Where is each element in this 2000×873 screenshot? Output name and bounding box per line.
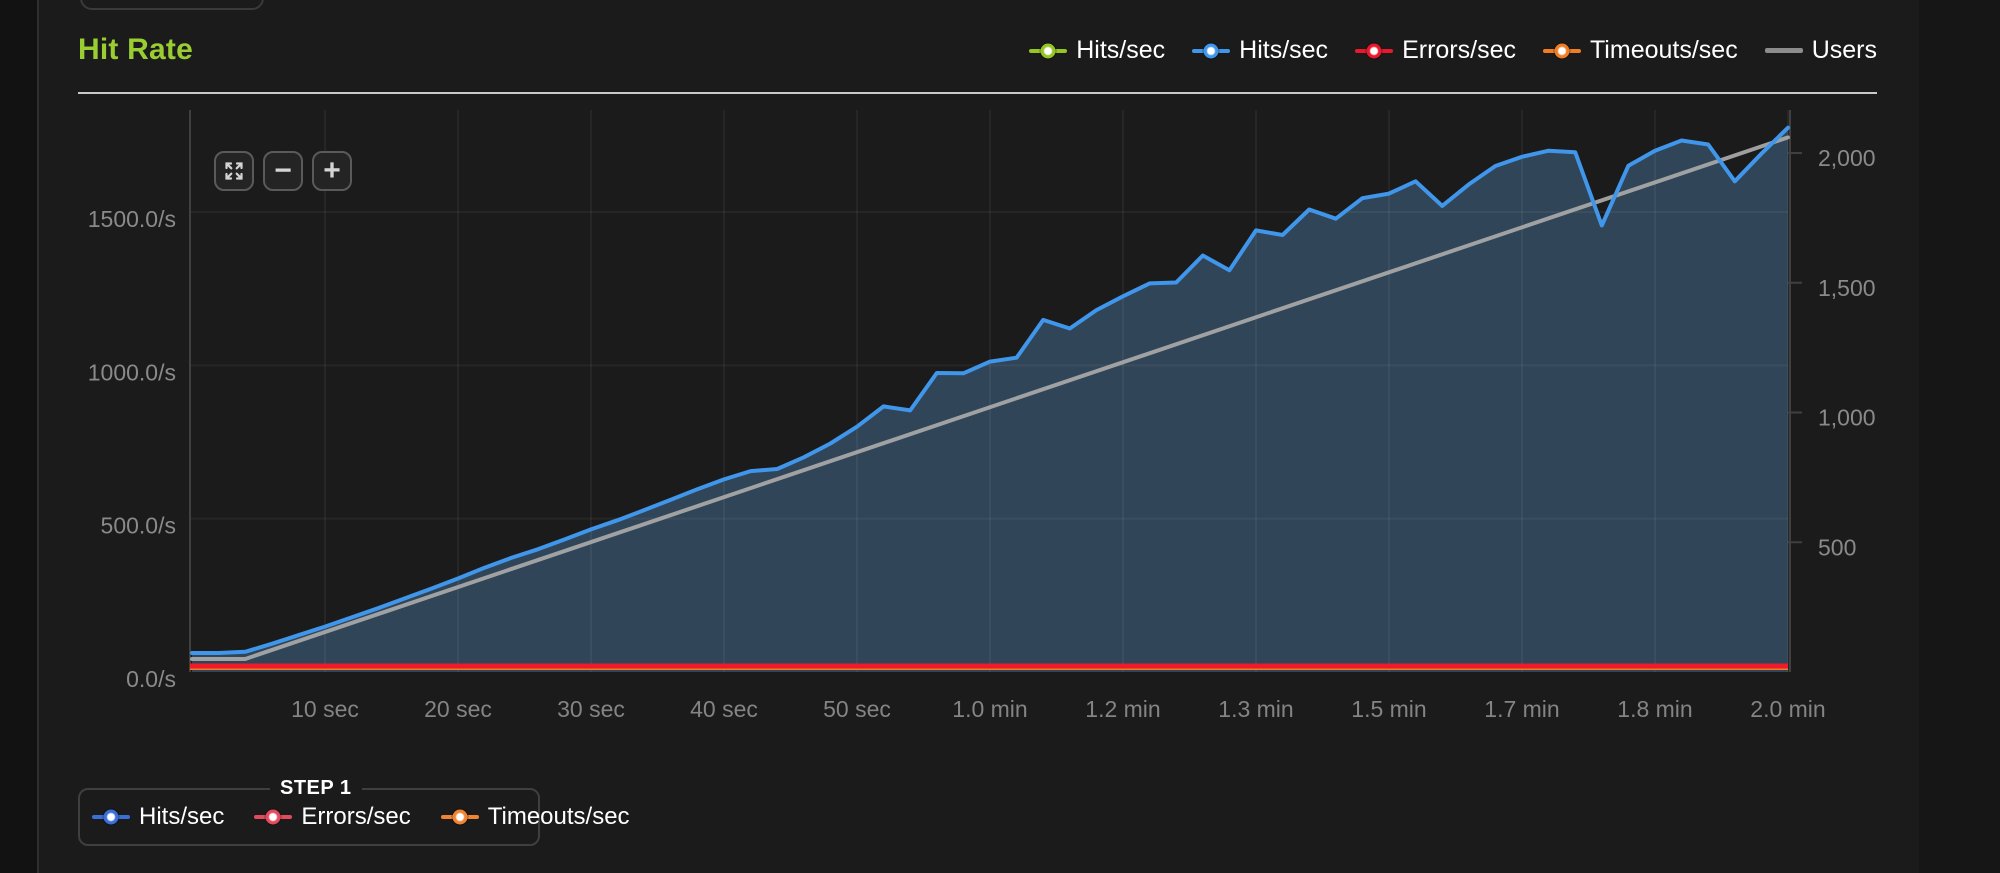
legend-label: Hits/sec xyxy=(1239,36,1329,64)
left-panel-edge xyxy=(0,0,39,873)
x-tick-label: 1.7 min xyxy=(1484,696,1559,722)
chart-title: Hit Rate xyxy=(78,33,193,66)
x-tick-label: 1.2 min xyxy=(1085,696,1160,722)
chart-zoom-controls: − + xyxy=(214,151,352,191)
zoom-out-button[interactable]: − xyxy=(263,151,303,191)
hit-rate-card xyxy=(39,0,1919,873)
x-tick-label: 1.0 min xyxy=(952,696,1027,722)
legend-item-timeouts-sec[interactable]: Timeouts/sec xyxy=(440,803,630,831)
hits-area-fill xyxy=(192,127,1788,672)
x-tick-label: 40 sec xyxy=(690,696,758,722)
plus-icon: + xyxy=(323,154,341,187)
header-divider xyxy=(78,92,1877,94)
x-tick-label: 30 sec xyxy=(557,696,625,722)
legend-label: Hits/sec xyxy=(1076,36,1166,64)
x-tick-label: 20 sec xyxy=(424,696,492,722)
step-legend-items: Hits/sec Errors/sec Timeouts/sec xyxy=(80,790,630,844)
legend-item-users[interactable]: Users xyxy=(1764,36,1877,65)
legend-item-errors-sec[interactable]: Errors/sec xyxy=(1355,36,1516,65)
minus-icon: − xyxy=(274,154,292,187)
y-left-tick-label: 500.0/s xyxy=(101,513,176,539)
legend-label: Users xyxy=(1811,36,1877,64)
y-left-tick-label: 1500.0/s xyxy=(88,206,176,232)
chart-plot-area[interactable] xyxy=(190,110,1788,672)
legend-item-errors-sec[interactable]: Errors/sec xyxy=(254,803,411,831)
legend-item-hits-sec[interactable]: Hits/sec xyxy=(1029,36,1165,65)
y-right-tick-label: 1,500 xyxy=(1818,275,1876,301)
y-right-tick-label: 500 xyxy=(1818,534,1856,560)
series-marker-icon xyxy=(92,809,130,825)
series-marker-icon xyxy=(440,809,479,825)
chart-legend: Hits/sec Hits/sec Errors/sec Timeouts/se… xyxy=(1029,36,1877,65)
y-right-tick-label: 2,000 xyxy=(1818,145,1876,171)
step-1-legend-panel: STEP 1 Hits/sec Errors/sec Timeouts/sec xyxy=(78,777,630,846)
series-marker-icon xyxy=(1029,43,1068,59)
x-tick-label: 1.8 min xyxy=(1617,696,1692,722)
legend-label: Timeouts/sec xyxy=(1589,36,1738,64)
x-tick-label: 1.3 min xyxy=(1218,696,1293,722)
legend-label: Hits/sec xyxy=(139,803,225,830)
y-left-tick-label: 0.0/s xyxy=(126,666,176,692)
x-tick-label: 10 sec xyxy=(291,696,359,722)
step-panel-title: STEP 1 xyxy=(270,777,362,800)
legend-label: Errors/sec xyxy=(301,803,411,830)
series-marker-icon xyxy=(1192,43,1231,59)
x-tick-label: 1.5 min xyxy=(1351,696,1426,722)
users-line xyxy=(190,135,1790,661)
y-left-tick-label: 1000.0/s xyxy=(88,359,176,385)
legend-label: Timeouts/sec xyxy=(487,803,630,830)
legend-item-hits-sec[interactable]: Hits/sec xyxy=(92,803,224,831)
x-tick-label: 50 sec xyxy=(823,696,891,722)
expand-arrows-icon xyxy=(223,160,245,182)
zoom-in-button[interactable]: + xyxy=(312,151,352,191)
legend-item-hits-sec[interactable]: Hits/sec xyxy=(1192,36,1328,65)
series-marker-icon xyxy=(254,809,293,825)
hits-line xyxy=(190,125,1790,655)
legend-item-timeouts-sec[interactable]: Timeouts/sec xyxy=(1542,36,1738,65)
series-marker-icon xyxy=(1542,43,1581,59)
legend-label: Errors/sec xyxy=(1402,36,1516,64)
x-tick-label: 2.0 min xyxy=(1750,696,1825,722)
users-line-swatch xyxy=(1764,43,1803,59)
series-marker-icon xyxy=(1355,43,1394,59)
reset-zoom-button[interactable] xyxy=(214,151,254,191)
y-right-tick-label: 1,000 xyxy=(1818,405,1876,431)
